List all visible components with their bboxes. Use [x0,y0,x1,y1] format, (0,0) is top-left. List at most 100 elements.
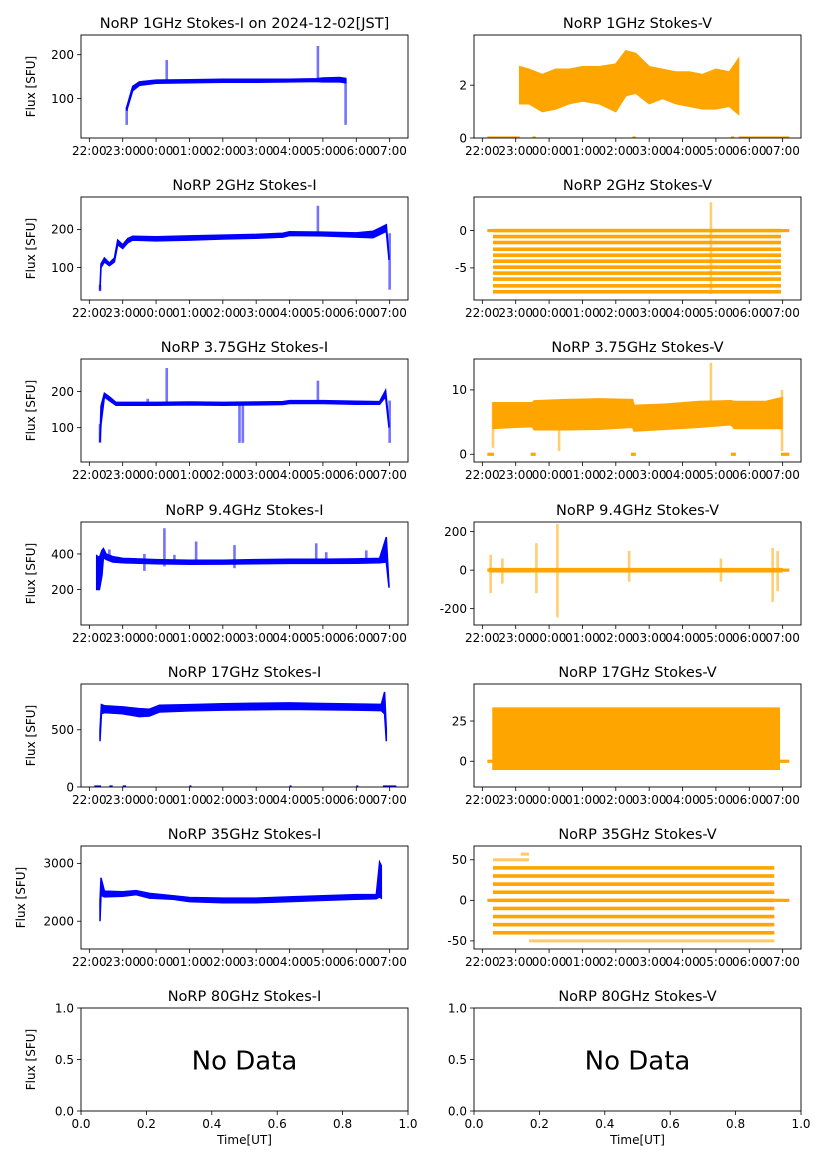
x-tick-label: 23:00 [498,955,533,969]
data-spike [535,543,538,594]
x-tick-label: 03:00 [239,306,274,320]
x-tick-label: 23:00 [105,144,140,158]
x-tick-label: 01:00 [172,144,207,158]
plot-area [98,205,391,292]
baseline-segment [630,452,636,456]
x-tick-label: 05:00 [699,955,734,969]
x-tick-label: 02:00 [599,955,634,969]
baseline-segment [730,452,736,456]
data-envelope [99,223,390,291]
subplot-title: NoRP 35GHz Stokes-I [168,827,322,843]
data-envelope [99,387,390,443]
x-tick-label: 01:00 [565,955,600,969]
y-tick-label: 0 [66,780,74,794]
x-tick-label: 00:00 [532,955,567,969]
data-level-band [493,234,781,239]
baseline-segment [94,785,102,787]
subplot-title: NoRP 3.75GHz Stokes-V [551,340,723,356]
x-tick-label: 22:00 [72,955,107,969]
data-spike [233,545,236,569]
x-tick-label: 05:00 [306,306,341,320]
x-tick-label: 03:00 [632,955,667,969]
x-tick-label: 06:00 [339,631,374,645]
axes-frame [80,521,409,626]
data-spike [165,59,169,82]
axes-frame [473,845,802,950]
x-tick-label: 01:00 [565,793,600,807]
subplot-title: NoRP 2GHz Stokes-V [563,178,712,194]
data-partial-band [520,852,530,856]
x-tick-label: 03:00 [632,306,667,320]
y-tick-label: 0.0 [55,1104,74,1118]
plot-area [487,362,790,456]
baseline-segment [487,452,495,456]
x-tick-label: 0.8 [333,1117,352,1131]
x-tick-label: 22:00 [72,793,107,807]
y-tick-label: 100 [51,261,74,275]
data-spike [108,549,111,562]
y-tick-label: 0.0 [448,1104,467,1118]
y-tick-label: 1.0 [55,1001,74,1015]
x-tick-label: 06:00 [339,468,374,482]
data-spike [238,404,241,443]
axes-frame [473,34,802,139]
x-tick-label: 02:00 [206,468,241,482]
data-level-band [493,914,775,919]
x-tick-label: 22:00 [72,306,107,320]
subplot-17ghz-i: NoRP 17GHz Stokes-I 0 500 22:0023:0000:0001… [24,665,409,807]
y-tick-label: 1.0 [448,1001,467,1015]
y-tick-label: 200 [51,223,74,237]
x-tick-label: 01:00 [172,793,207,807]
no-data-annotation: No Data [585,1047,691,1077]
x-tick-label: 07:00 [372,468,407,482]
x-tick-label: 22:00 [465,144,500,158]
x-tick-label: 04:00 [665,955,700,969]
data-spike [771,547,774,602]
baseline-segment [730,136,735,138]
x-tick-label: 06:00 [732,144,767,158]
data-envelope [95,536,390,591]
data-spike [627,550,631,582]
baseline-segment [780,452,790,456]
data-envelope [99,859,383,922]
data-level-band [493,289,781,294]
x-tick-label: 22:00 [465,955,500,969]
x-tick-label: 07:00 [765,793,800,807]
data-spike [709,202,713,295]
x-tick-label: 06:00 [732,955,767,969]
data-spike [388,400,391,443]
x-tick-label: 23:00 [105,631,140,645]
subplot-80ghz-v: NoRP 80GHz Stokes-V 0.0 0.5 1.0 0.0 0.2 0.4 0.6… [448,989,811,1147]
y-tick-label: 200 [51,48,74,62]
y-tick-label: 0.5 [55,1053,74,1067]
x-tick-label: 01:00 [172,306,207,320]
x-tick-label: 00:00 [139,631,174,645]
baseline-segment [189,785,192,787]
x-tick-label: 03:00 [239,793,274,807]
axes-frame [473,196,802,301]
y-axis-label: Flux [SFU] [24,380,38,441]
x-tick-label: 07:00 [372,955,407,969]
x-tick-label: 00:00 [532,144,567,158]
data-spike [98,424,102,443]
x-tick-label: 01:00 [172,468,207,482]
y-tick-label: 0 [459,755,467,769]
data-spike [364,550,368,562]
y-tick-label: 100 [51,421,74,435]
subplot-2ghz-v: NoRP 2GHz Stokes-V -5 0 22:0023:0000:0001:0… [455,178,802,320]
data-spike [491,402,495,448]
baseline-segment [530,452,536,456]
data-spike [557,428,561,452]
baseline-segment [774,898,790,902]
y-tick-label: 200 [444,525,467,539]
data-spike [143,553,146,571]
x-tick-label: 00:00 [139,306,174,320]
data-spike [324,552,328,562]
axes-frame [473,1007,802,1112]
no-data-annotation: No Data [192,1047,298,1077]
y-axis-label: Flux [SFU] [24,705,38,766]
data-level-band [493,277,781,281]
x-tick-label: 01:00 [172,955,207,969]
axes-frame [80,358,409,463]
x-tick-label: 1.0 [791,1117,810,1131]
